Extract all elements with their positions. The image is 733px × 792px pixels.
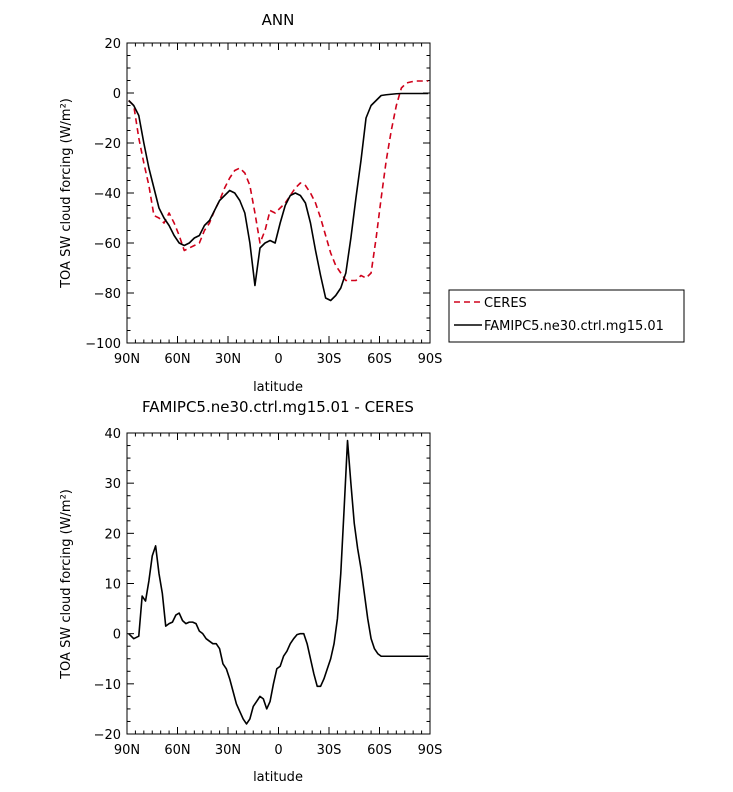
bottom-panel: FAMIPC5.ne30.ctrl.mg15.01 - CERES 40 30 20… <box>59 398 442 785</box>
x-tick-label: 0 <box>274 352 282 367</box>
y-tick-label: 40 <box>104 427 121 442</box>
series-line-0 <box>128 439 429 725</box>
legend-label-ceres: CERES <box>484 296 527 311</box>
x-tick-label: 90N <box>114 352 140 367</box>
bottom-axis-ticks <box>126 432 431 735</box>
top-x-axis-label: latitude <box>253 380 303 395</box>
y-tick-label: 10 <box>104 578 121 593</box>
top-plot-frame <box>126 42 431 344</box>
series-line-1 <box>128 92 429 302</box>
bottom-x-axis-label: latitude <box>253 770 303 785</box>
x-tick-label: 0 <box>274 743 282 758</box>
x-tick-label: 30S <box>317 352 342 367</box>
x-tick-label: 60S <box>367 352 392 367</box>
top-series-lines <box>128 80 429 302</box>
x-tick-label: 30N <box>215 352 241 367</box>
y-tick-label: −40 <box>94 187 121 202</box>
bottom-x-tick-labels: 90N 60N 30N 0 30S 60S 90S <box>114 743 443 758</box>
y-tick-label: 0 <box>113 628 121 643</box>
y-tick-label: −10 <box>94 678 121 693</box>
y-tick-label: 20 <box>104 527 121 542</box>
x-tick-label: 90N <box>114 743 140 758</box>
x-tick-label: 60N <box>164 352 190 367</box>
top-y-tick-labels: 20 0 −20 −40 −60 −80 −100 <box>85 37 121 352</box>
series-line-0 <box>128 80 429 282</box>
x-tick-label: 60S <box>367 743 392 758</box>
y-tick-label: −20 <box>94 728 121 743</box>
bottom-plot-frame <box>126 432 431 735</box>
legend-box <box>448 289 685 343</box>
bottom-series-lines <box>128 439 429 725</box>
y-tick-label: −60 <box>94 237 121 252</box>
y-tick-label: 20 <box>104 37 121 52</box>
y-tick-label: 30 <box>104 477 121 492</box>
x-tick-label: 30S <box>317 743 342 758</box>
y-tick-label: −20 <box>94 137 121 152</box>
top-panel: ANN 20 0 −20 −40 −60 −80 −100 90N 60N 30N 0 30S 60S… <box>59 11 685 395</box>
top-y-axis-label: TOA SW cloud forcing (W/m²) <box>59 98 74 289</box>
bottom-y-axis-label: TOA SW cloud forcing (W/m²) <box>59 489 74 680</box>
y-tick-label: −100 <box>85 337 121 352</box>
legend-label-model: FAMIPC5.ne30.ctrl.mg15.01 <box>484 319 664 334</box>
bottom-chart-title: FAMIPC5.ne30.ctrl.mg15.01 - CERES <box>142 398 414 416</box>
y-tick-label: −80 <box>94 287 121 302</box>
top-chart-title: ANN <box>262 11 295 29</box>
x-tick-label: 90S <box>418 352 443 367</box>
bottom-y-tick-labels: 40 30 20 10 0 −10 −20 <box>94 427 121 743</box>
top-axis-ticks <box>126 42 431 344</box>
x-tick-label: 90S <box>418 743 443 758</box>
x-tick-label: 30N <box>215 743 241 758</box>
top-x-tick-labels: 90N 60N 30N 0 30S 60S 90S <box>114 352 443 367</box>
legend: CERES FAMIPC5.ne30.ctrl.mg15.01 <box>448 289 685 343</box>
x-tick-label: 60N <box>164 743 190 758</box>
y-tick-label: 0 <box>113 87 121 102</box>
